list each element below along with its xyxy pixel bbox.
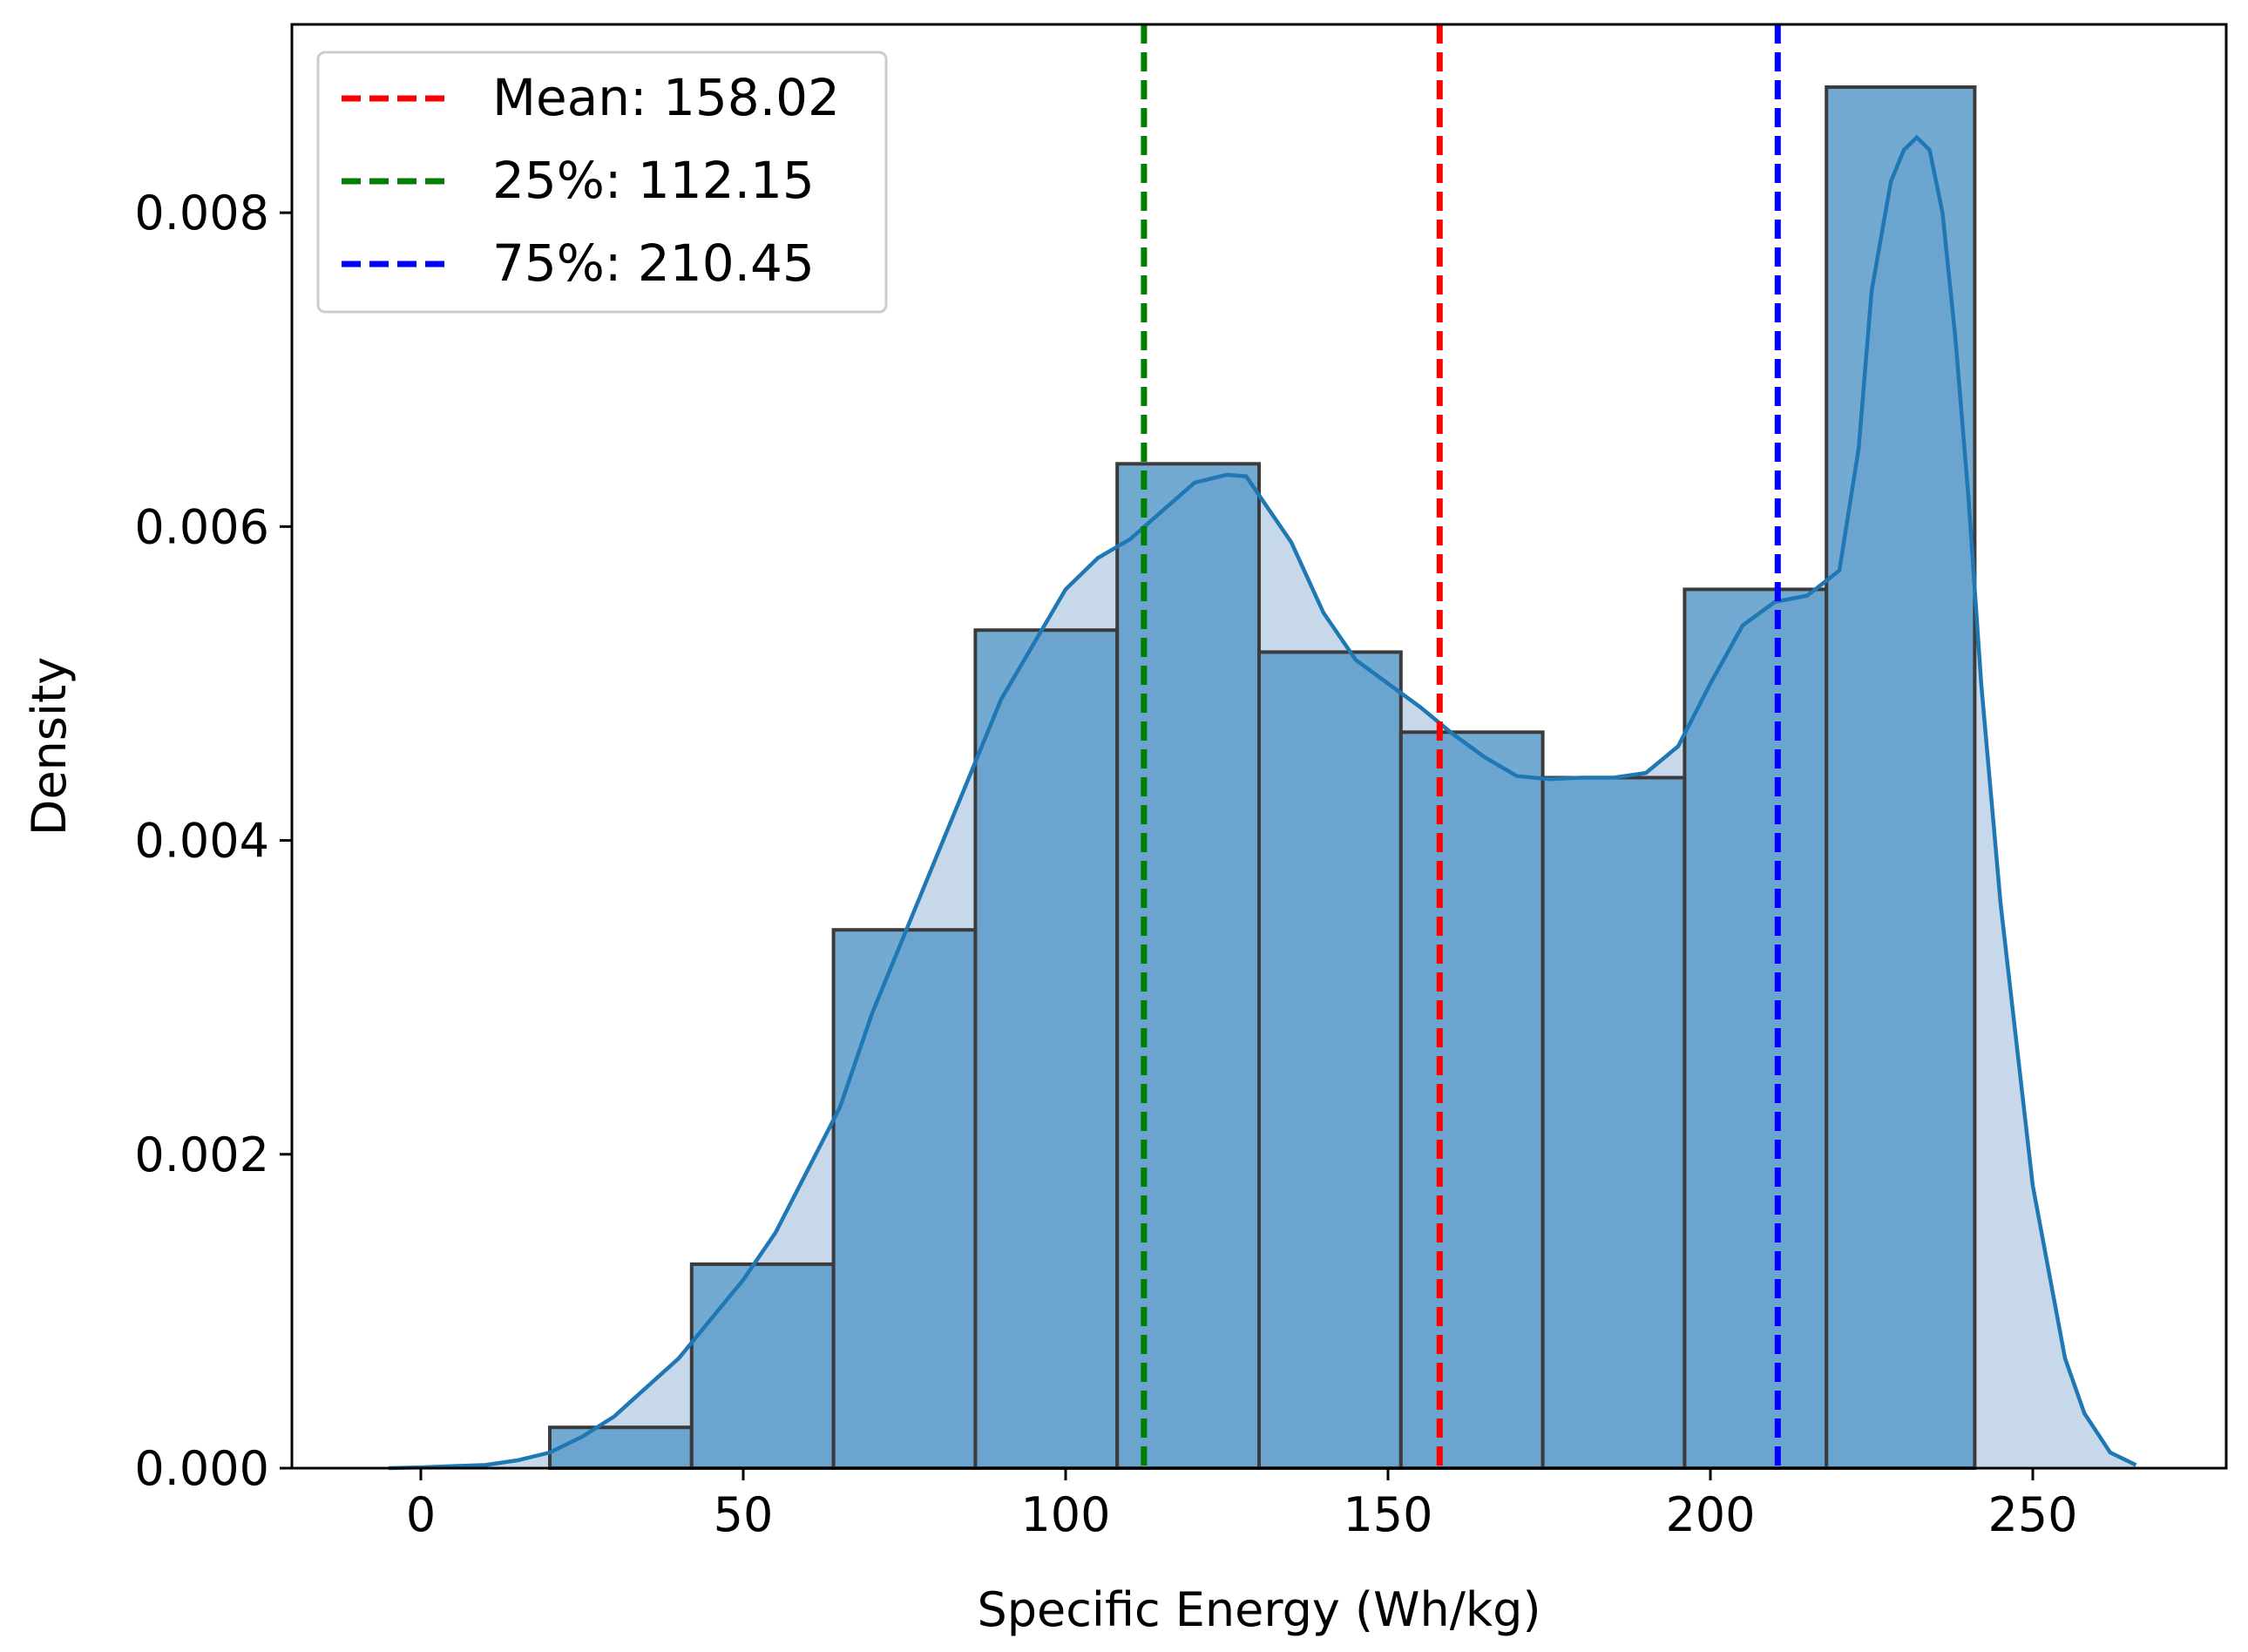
legend-entries: Mean: 158.02 25%: 112.15 75%: 210.45 (342, 68, 840, 293)
legend-label-3: 75%: 210.45 (492, 234, 815, 293)
reference-lines (1141, 24, 1781, 1468)
y-axis-label: Density (22, 657, 77, 836)
plot-frame (290, 23, 2228, 1470)
legend-label-1: Mean: 158.02 (492, 68, 840, 127)
histogram-bar-8 (1540, 775, 1687, 1470)
y-axis-ticks: 0.000 0.002 0.004 0.006 0.008 (134, 186, 292, 1496)
kde-curve (388, 134, 2137, 1471)
y-tick-label: 0.000 (134, 1441, 269, 1496)
y-tick-label: 0.002 (134, 1127, 269, 1182)
histogram-bar-10 (1825, 85, 1977, 1470)
x-axis-label: Specific Energy (Wh/kg) (977, 1582, 1540, 1637)
histogram-bar-9 (1683, 587, 1829, 1470)
x-axis-ticks: 0 50 100 150 200 250 (406, 1468, 2078, 1542)
legend-box (316, 51, 888, 314)
histogram-bar-4 (973, 628, 1120, 1470)
histogram-bar-6 (1257, 650, 1403, 1470)
histogram-bar-5 (1115, 462, 1261, 1470)
x-tick-label: 200 (1665, 1487, 1755, 1542)
histogram-bar-2 (689, 1262, 836, 1471)
y-tick-label: 0.004 (134, 814, 269, 869)
histogram-bar-7 (1398, 730, 1545, 1470)
x-tick-label: 100 (1020, 1487, 1110, 1542)
x-tick-label: 150 (1343, 1487, 1432, 1542)
x-tick-label: 250 (1987, 1487, 2077, 1542)
histogram-bars (548, 85, 1977, 1471)
histogram-bar-1 (548, 1425, 694, 1470)
legend: Mean: 158.02 25%: 112.15 75%: 210.45 (316, 51, 888, 314)
x-tick-label: 50 (714, 1487, 774, 1542)
y-tick-label: 0.008 (134, 186, 269, 240)
histogram-bar-3 (831, 928, 978, 1470)
y-tick-label: 0.006 (134, 499, 269, 554)
kde-line-layer (388, 134, 2137, 1471)
x-tick-label: 0 (406, 1487, 436, 1542)
legend-label-2: 25%: 112.15 (492, 151, 815, 210)
